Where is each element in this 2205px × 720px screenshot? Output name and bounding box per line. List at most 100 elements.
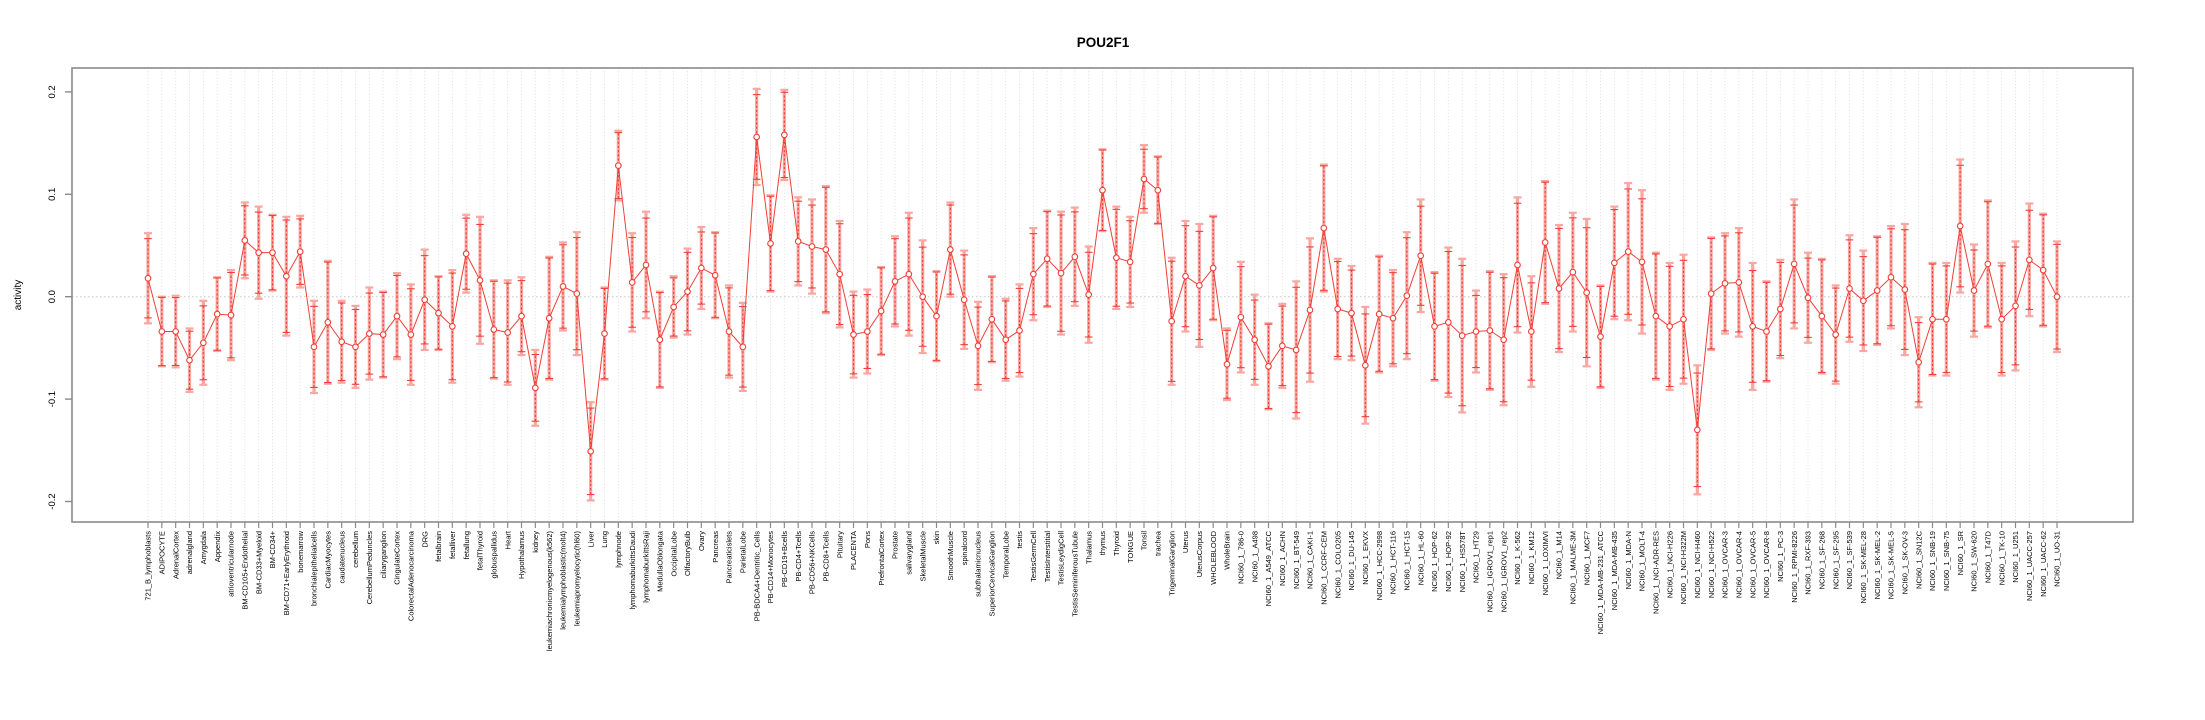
x-axis-category-label: NCI60_1_MALME-3M (1568, 531, 1577, 604)
x-axis-category-label: caudatenucleus (337, 531, 346, 584)
data-point (1417, 252, 1425, 260)
data-point (601, 330, 608, 337)
x-axis-category-label: Appendix (213, 531, 222, 563)
x-axis-category-label: NCI60_1_HOP-92 (1444, 531, 1453, 592)
data-point (1735, 279, 1743, 286)
data-point (1929, 315, 1936, 323)
x-axis-category-label: BM-CD33+Myeloid (254, 531, 263, 594)
data-point (1597, 333, 1604, 340)
data-point (1195, 282, 1203, 289)
x-axis-category-label: Thyroid (1112, 531, 1121, 556)
x-axis-category-label: WholeBrain (1223, 531, 1232, 570)
x-axis-category-label: TestisLeydigCell (1057, 531, 1066, 586)
x-axis-category-label: NCI60_1_PC-3 (1776, 531, 1785, 582)
y-axis-label: activity (13, 280, 24, 311)
x-axis-category-label: lymphnode (614, 531, 623, 568)
x-axis-category-label: Ovary (697, 531, 706, 551)
x-axis-category-label: subthalamicnucleus (974, 531, 983, 597)
data-point (1998, 315, 2006, 323)
data-point (518, 312, 525, 320)
data-point (2053, 293, 2061, 301)
data-point (850, 331, 857, 338)
x-axis-category-label: TestisGermCell (1029, 531, 1038, 582)
x-axis-category-label: spinalcord (960, 531, 969, 565)
x-axis-category-label: NCI60_1_SK-MEL-2 (1873, 531, 1882, 599)
data-point (213, 310, 221, 318)
data-point (186, 356, 193, 364)
data-point (1306, 306, 1314, 314)
data-point (670, 303, 678, 311)
x-axis-category-label: TemporalLobe (1001, 531, 1010, 579)
x-axis-category-label: thymus (1098, 531, 1107, 555)
x-axis-category-label: CardiacMyocytes (323, 531, 332, 589)
data-point (642, 261, 650, 269)
data-point (1569, 268, 1577, 276)
x-axis-category-label: TrigeminalGanglion (1167, 531, 1176, 596)
x-axis-category-label: NCI60_1_SK-MEL-5 (1887, 531, 1896, 599)
data-point (960, 296, 968, 304)
data-point (1818, 312, 1826, 320)
data-point (1942, 315, 1950, 323)
data-point (1555, 285, 1563, 292)
data-point (1182, 272, 1189, 280)
data-point (1099, 186, 1106, 194)
x-axis-category-label: trachea (1153, 530, 1162, 556)
x-axis-category-label: NCI60_1_HCT-116 (1389, 531, 1398, 594)
x-axis-category-label: NCI60_1_MDA-MB-231_ATCC (1596, 530, 1605, 634)
x-axis-category-label: NCI60_1_HCC-2998 (1375, 531, 1384, 600)
x-axis-category-label: NCI60_1_K-562 (1513, 531, 1522, 585)
x-axis-category-label: NCI60_1_NCI-ADR-RES (1651, 531, 1660, 614)
x-axis-category-label: PB-CD4+Tcells (794, 531, 803, 582)
data-point (1251, 336, 1259, 344)
x-axis-category-label: NCI60_1_HL-60 (1416, 531, 1425, 585)
data-point (1168, 317, 1176, 325)
data-point (1209, 264, 1217, 272)
x-axis-category-label: NCI60_1_M14 (1555, 531, 1564, 579)
x-axis-category-label: NCI60_1_RPMI-8226 (1790, 531, 1799, 603)
data-point (877, 307, 885, 315)
data-point (1348, 309, 1355, 317)
data-point (1666, 323, 1674, 330)
x-axis-category-label: OlfactoryBulb (683, 531, 692, 576)
plot-area: 0.2 0.1 0.0 -0.1 -0.2 721_B_lymphoblasts ADIPO… (47, 67, 2134, 651)
data-point (2039, 266, 2047, 274)
data-point (269, 249, 276, 257)
x-axis-category-label: PB-CD19+Bcells (780, 531, 789, 587)
data-point (1749, 323, 1757, 330)
data-point (199, 339, 207, 347)
data-point (1804, 294, 1812, 302)
data-point (587, 447, 595, 455)
data-point (1237, 313, 1245, 321)
x-axis-category-label: PB-BDCA4+Dentritic_Cells (752, 531, 761, 621)
data-point (1984, 260, 1992, 268)
x-axis-category-label: fetalThyroid (476, 531, 485, 570)
data-point (172, 328, 180, 335)
x-axis-category-label: NCI60_1_ACHN (1278, 531, 1287, 586)
x-axis-category-label: Hypothalamus (517, 531, 526, 579)
data-point (1624, 248, 1632, 255)
y-axis-tick-label: -0.2 (47, 493, 58, 509)
x-axis-category-label: NCI60_1_SF-539 (1845, 531, 1854, 589)
x-axis-category-label: NCI60_1_OVCAR-4 (1734, 531, 1743, 598)
data-point (296, 248, 304, 255)
chart-title: POU2F1 (1077, 35, 1130, 50)
data-point (919, 293, 927, 301)
data-point (1334, 305, 1342, 313)
x-axis-category-label: kidney (531, 531, 540, 553)
data-point (365, 330, 373, 337)
x-axis-category-label: CingulateCortex (393, 531, 402, 585)
data-point (1292, 346, 1300, 354)
data-point (1403, 292, 1411, 300)
x-axis-category-label: globuspallidus (489, 531, 498, 579)
data-point (1320, 224, 1328, 232)
x-axis-category-label: NCI60_1_COLO205 (1333, 531, 1342, 599)
x-axis-category-label: NCI60_1_TK-10 (1997, 531, 2006, 585)
x-axis-category-label: SuperiorCervicalGanglion (987, 531, 996, 616)
data-point (1029, 270, 1037, 278)
data-point (421, 296, 429, 304)
data-point (504, 329, 512, 336)
x-axis-category-label: NCI60_1_SNB-75 (1942, 531, 1951, 591)
data-point (1071, 253, 1079, 261)
data-point (725, 328, 733, 335)
x-axis-category-label: NCI60_1_786-0 (1236, 531, 1245, 584)
